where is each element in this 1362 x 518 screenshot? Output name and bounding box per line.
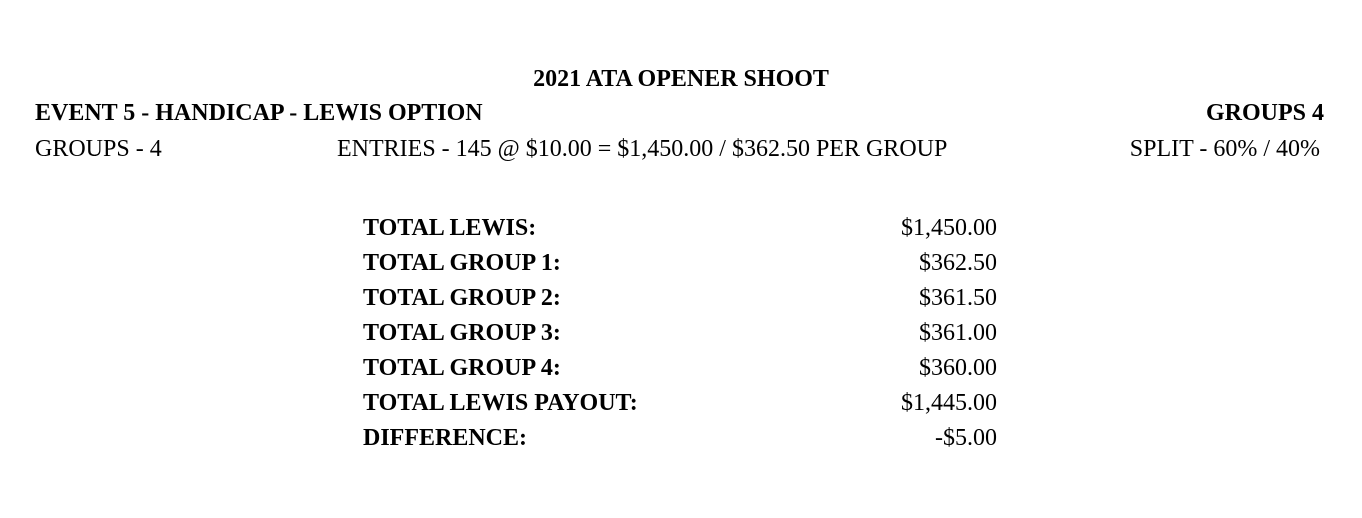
totals-row-label: TOTAL LEWIS PAYOUT: xyxy=(363,390,638,416)
totals-row-label: TOTAL GROUP 4: xyxy=(363,355,561,381)
totals-row-label: TOTAL GROUP 2: xyxy=(363,285,561,311)
totals-row-value: $1,445.00 xyxy=(901,390,997,416)
report-title: 2021 ATA OPENER SHOOT xyxy=(533,66,829,92)
totals-row-value: $360.00 xyxy=(919,355,997,381)
event-title: EVENT 5 - HANDICAP - LEWIS OPTION xyxy=(35,100,483,126)
totals-row: TOTAL LEWIS: $1,450.00 xyxy=(363,216,997,251)
split-detail: SPLIT - 60% / 40% xyxy=(1129,136,1320,162)
totals-row-value: -$5.00 xyxy=(935,425,997,451)
totals-row: TOTAL GROUP 3: $361.00 xyxy=(363,321,997,356)
totals-row: TOTAL GROUP 2: $361.50 xyxy=(363,286,997,321)
totals-row: DIFFERENCE: -$5.00 xyxy=(363,426,997,461)
totals-row-label: DIFFERENCE: xyxy=(363,425,528,451)
totals-row-value: $361.00 xyxy=(919,320,997,346)
entries-detail: ENTRIES - 145 @ $10.00 = $1,450.00 / $36… xyxy=(337,136,948,162)
totals-row-label: TOTAL LEWIS: xyxy=(363,215,537,241)
groups-count-label: GROUPS 4 xyxy=(1205,100,1324,126)
totals-row-value: $361.50 xyxy=(919,285,997,311)
totals-row: TOTAL GROUP 1: $362.50 xyxy=(363,251,997,286)
totals-row-label: TOTAL GROUP 3: xyxy=(363,320,561,346)
groups-detail: GROUPS - 4 xyxy=(35,136,162,162)
totals-row-value: $1,450.00 xyxy=(901,215,997,241)
totals-row: TOTAL GROUP 4: $360.00 xyxy=(363,356,997,391)
totals-table: TOTAL LEWIS: $1,450.00 TOTAL GROUP 1: $3… xyxy=(363,216,997,461)
totals-row-label: TOTAL GROUP 1: xyxy=(363,250,561,276)
totals-row-value: $362.50 xyxy=(919,250,997,276)
totals-row: TOTAL LEWIS PAYOUT: $1,445.00 xyxy=(363,391,997,426)
